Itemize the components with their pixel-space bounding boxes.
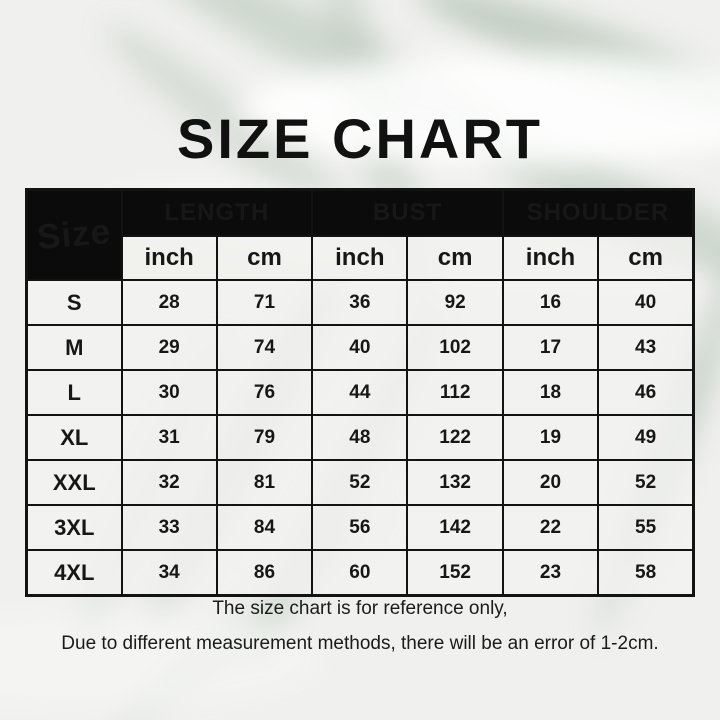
page-title: SIZE CHART [177,107,543,170]
size-chart-table: Size LENGTH BUST SHOULDER inch cm inch c… [25,188,695,597]
table-cell: 36 [311,279,409,326]
size-column-header-label: Size [35,211,113,258]
table-cell: 55 [597,504,695,551]
unit-header-length-cm: cm [215,235,314,281]
table-cell: 30 [120,369,218,416]
table-cell: 102 [406,324,504,371]
table-row-4xl: 4XL 34 86 60 152 23 58 [25,549,695,597]
size-label: M [25,324,123,371]
table-cell: 48 [311,414,409,461]
group-header-row: Size LENGTH BUST SHOULDER [25,188,695,281]
table-cell: 71 [215,279,314,326]
shoulder-group-header: SHOULDER [501,188,695,237]
table-cell: 40 [597,279,695,326]
table-cell: 17 [501,324,600,371]
size-label: XL [25,414,123,461]
table-cell: 18 [501,369,600,416]
size-label: L [25,369,123,416]
table-cell: 31 [120,414,218,461]
table-cell: 28 [120,279,218,326]
table-cell: 34 [120,549,218,597]
table-cell: 74 [215,324,314,371]
table-cell: 19 [501,414,600,461]
table-cell: 122 [406,414,504,461]
bust-group-header: BUST [311,188,504,237]
table-cell: 43 [597,324,695,371]
size-label: 3XL [25,504,123,551]
table-cell: 84 [215,504,314,551]
table-row-m: M 29 74 40 102 17 43 [25,324,695,371]
table-cell: 40 [311,324,409,371]
unit-header-bust-cm: cm [406,235,504,281]
table-cell: 20 [501,459,600,506]
table-cell: 52 [311,459,409,506]
disclaimer-line-2: Due to different measurement methods, th… [61,633,659,654]
table-cell: 16 [501,279,600,326]
unit-header-row: inch cm inch cm inch cm [27,235,695,281]
table-row-3xl: 3XL 33 84 56 142 22 55 [25,504,695,551]
table-row-s: S 28 71 36 92 16 40 [25,279,695,326]
size-label: 4XL [25,549,123,597]
size-label: XXL [25,459,123,506]
unit-header-length-inch: inch [120,235,218,281]
table-cell: 29 [120,324,218,371]
disclaimer: The size chart is for reference only, Du… [0,598,720,668]
table-cell: 79 [215,414,314,461]
table-cell: 46 [597,369,695,416]
table-cell: 60 [311,549,409,597]
table-row-xl: XL 31 79 48 122 19 49 [25,414,695,461]
table-row-l: L 30 76 44 112 18 46 [25,369,695,416]
table-cell: 92 [406,279,504,326]
table-cell: 76 [215,369,314,416]
table-cell: 44 [311,369,409,416]
table-cell: 86 [215,549,314,597]
size-column-header: Size [25,188,123,281]
table-row-xxl: XXL 32 81 52 132 20 52 [25,459,695,506]
table-cell: 112 [406,369,504,416]
table-cell: 49 [597,414,695,461]
table-cell: 142 [406,504,504,551]
table-cell: 152 [406,549,504,597]
table-cell: 132 [406,459,504,506]
table-cell: 52 [597,459,695,506]
length-group-header: LENGTH [120,188,314,237]
size-label: S [25,279,123,326]
table-cell: 23 [501,549,600,597]
table-cell: 56 [311,504,409,551]
table-cell: 81 [215,459,314,506]
table-cell: 22 [501,504,600,551]
disclaimer-line-1: The size chart is for reference only, [212,598,508,619]
unit-header-shoulder-cm: cm [597,235,695,281]
table-cell: 58 [597,549,695,597]
unit-header-bust-inch: inch [311,235,409,281]
unit-header-shoulder-inch: inch [501,235,600,281]
table-cell: 32 [120,459,218,506]
table-cell: 33 [120,504,218,551]
